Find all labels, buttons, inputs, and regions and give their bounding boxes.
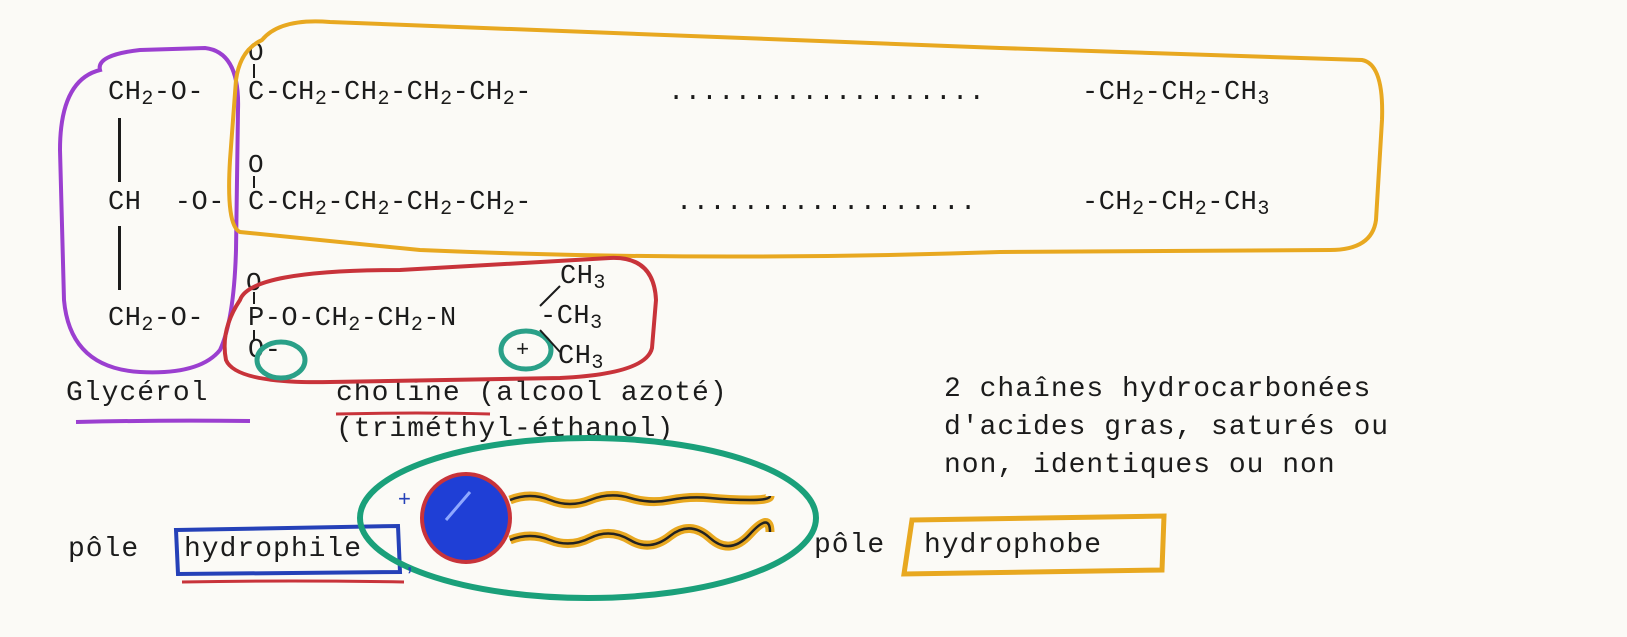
choline-outline [222, 255, 659, 385]
glycerol-bond-lower [118, 226, 121, 290]
n-methyl-bond-bot [539, 329, 561, 353]
row2-chain: C-CH2-CH2-CH2-CH2- [248, 188, 532, 221]
polar-head-icon [420, 472, 512, 564]
hydrophile-box [173, 523, 403, 577]
row2-chain-end: -CH2-CH2-CH3 [1082, 188, 1270, 221]
label-choline-line1: choline (alcool azoté) [336, 378, 728, 409]
hydrophobe-box [901, 513, 1167, 577]
label-chains-line3: non, identiques ou non [944, 450, 1336, 481]
label-chains-line1: 2 chaînes hydrocarbonées [944, 374, 1372, 405]
label-pole-hydrophobe-word: hydrophobe [924, 530, 1103, 561]
head-plus-sign: + [398, 486, 411, 511]
glycerol-outline [57, 45, 241, 375]
fatty-tail-lower [508, 518, 775, 551]
label-pole-hydrophobe-prefix: pôle [814, 530, 886, 561]
row1-dots: ................... [668, 78, 986, 108]
label-pole-hydrophile-prefix: pôle [68, 534, 140, 565]
label-glycerol: Glycérol [66, 378, 209, 409]
row1-chain-end: -CH2-CH2-CH3 [1082, 78, 1270, 111]
head-minus-sign: , [406, 546, 413, 576]
charge-plus: + [516, 338, 530, 363]
row1-chain: C-CH2-CH2-CH2-CH2- [248, 78, 532, 111]
methyl-top: CH3 [560, 262, 606, 295]
row2-dots: .................. [676, 188, 977, 218]
oxygen-minus-charge-circle [254, 339, 308, 381]
label-pole-hydrophile-word: hydrophile [184, 534, 363, 565]
fatty-tail-upper-line [509, 494, 772, 506]
row3-phosphate-chain: P-O-CH2-CH2-N [248, 304, 457, 337]
fatty-acid-outline [227, 19, 1385, 259]
methyl-mid: -CH3 [540, 302, 603, 335]
row3-glycerol-part: CH2-O- [108, 304, 205, 337]
row2-glycerol-part: CH -O- [108, 188, 225, 218]
row1-glycerol-part: CH2-O- [108, 78, 205, 111]
n-methyl-bond-top [539, 285, 561, 307]
fatty-tail-lower-line [509, 521, 772, 548]
carbonyl-oxygen-2: O [248, 150, 264, 180]
choline-underline [335, 411, 491, 416]
hydrophile-underline [181, 579, 405, 584]
methyl-bot: CH3 [558, 342, 604, 375]
label-chains-line2: d'acides gras, saturés ou [944, 412, 1390, 443]
glycerol-underline [75, 418, 251, 424]
n-plus-charge-circle [498, 328, 554, 372]
phospholipid-outline [357, 435, 819, 601]
polar-head-highlight-icon [444, 491, 472, 521]
glycerol-bond-upper [118, 118, 121, 182]
